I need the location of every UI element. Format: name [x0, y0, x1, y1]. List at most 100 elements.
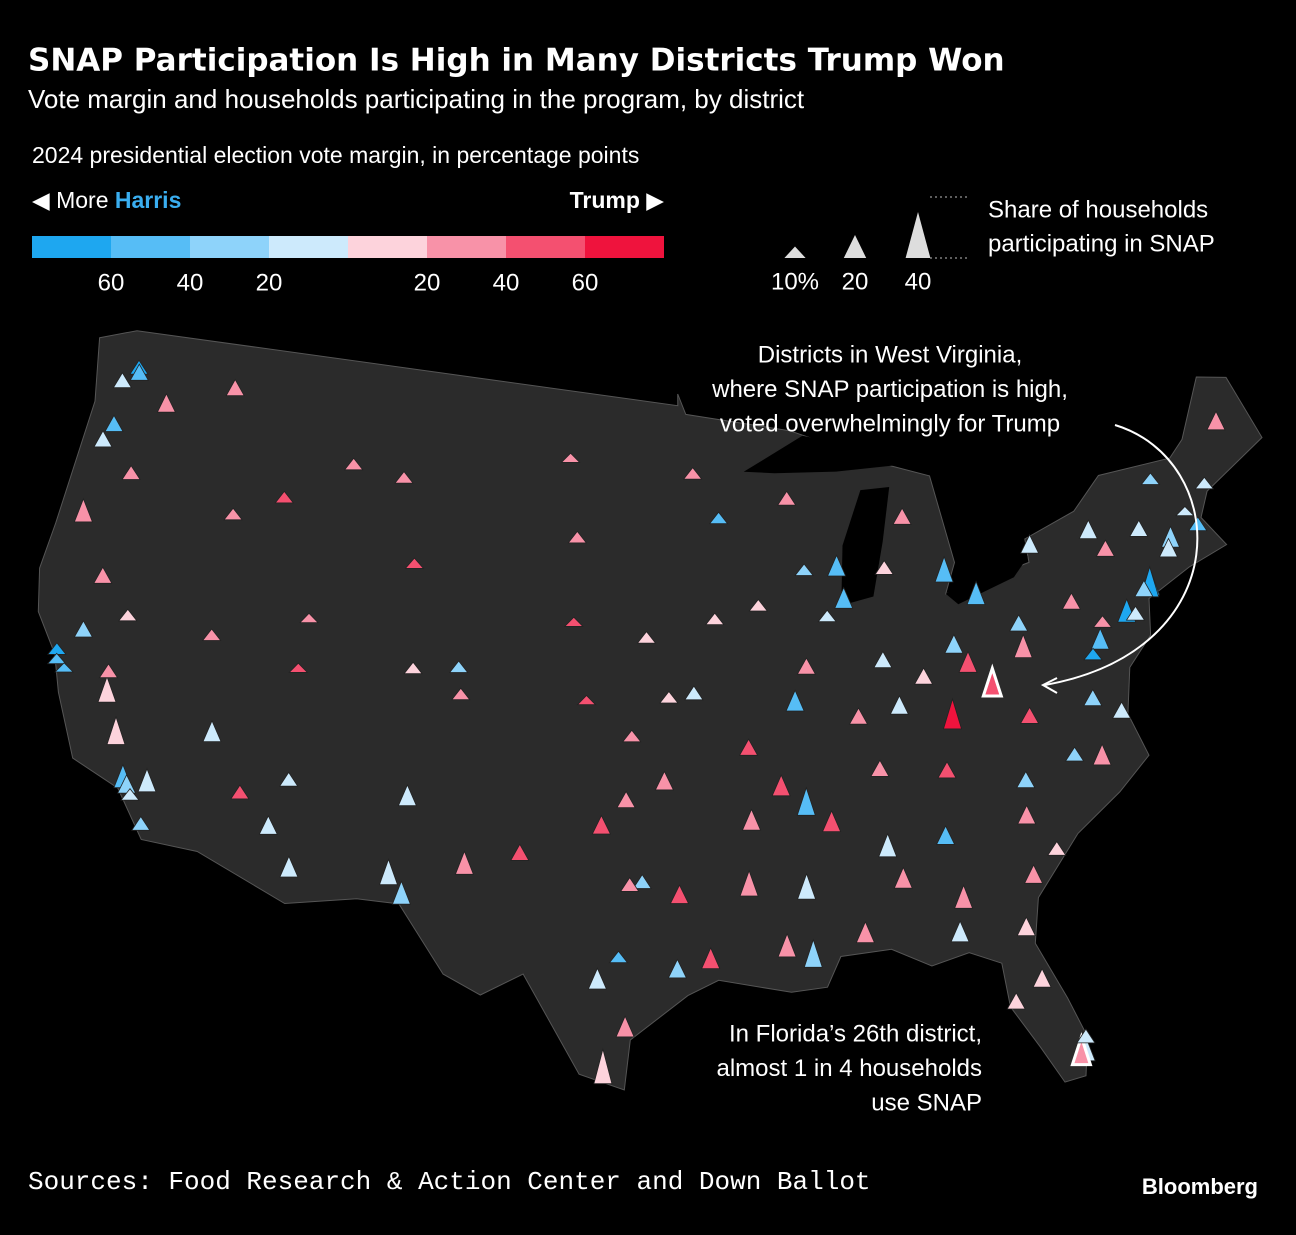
- district-triangle: [937, 760, 957, 779]
- district-triangle: [93, 566, 113, 584]
- district-triangle: [1083, 688, 1103, 707]
- legends: 60 40 20 20 40 60 10% 20 40 Share of households pa…: [32, 196, 1215, 296]
- district-triangle: [97, 675, 117, 703]
- color-legend-title: 2024 presidential election vote margin, …: [32, 142, 639, 168]
- district-triangle: [1134, 579, 1154, 597]
- district-triangle: [378, 858, 399, 886]
- district-triangle: [223, 507, 243, 521]
- district-triangle: [889, 694, 910, 715]
- district-triangle: [591, 814, 612, 835]
- district-triangle: [1016, 916, 1036, 936]
- district-triangle: [1092, 615, 1113, 628]
- district-triangle: [738, 738, 759, 756]
- color-legend-swatch: [585, 236, 664, 258]
- district-triangle: [1017, 804, 1037, 825]
- district-triangle: [202, 719, 222, 742]
- annotation: use SNAP: [871, 1089, 982, 1116]
- size-legend-title: Share of households: [988, 196, 1208, 223]
- district-triangle: [137, 767, 157, 793]
- color-legend-swatch: [269, 236, 348, 258]
- district-triangle: [608, 950, 629, 964]
- district-triangle: [684, 685, 704, 701]
- district-triangle: [892, 507, 912, 525]
- district-triangle: [701, 946, 721, 969]
- district-triangle: [1076, 1028, 1096, 1044]
- district-triangle: [1092, 743, 1112, 766]
- district-triangle: [848, 707, 869, 725]
- size-legend-title: participating in SNAP: [988, 230, 1215, 257]
- district-triangle: [874, 559, 894, 575]
- size-legend-label: 20: [842, 268, 869, 295]
- district-triangle: [796, 786, 816, 816]
- district-triangle: [587, 967, 608, 990]
- district-triangle: [73, 620, 94, 638]
- district-triangle: [741, 808, 762, 831]
- district-triangle: [950, 920, 970, 943]
- district-triangle: [682, 466, 703, 480]
- district-triangle: [404, 557, 425, 569]
- district-triangle: [274, 490, 295, 504]
- district-triangle: [1006, 992, 1026, 1010]
- district-triangle: [954, 884, 974, 909]
- district-triangle: [1016, 770, 1036, 789]
- district-triangle: [794, 563, 814, 576]
- district-triangle: [934, 555, 954, 583]
- annotation-arrowhead: [1040, 677, 1058, 694]
- color-legend-swatch: [348, 236, 427, 258]
- district-triangle: [576, 694, 597, 706]
- district-triangle: [225, 378, 245, 397]
- district-triangle: [112, 372, 133, 389]
- color-legend-swatch: [32, 236, 111, 258]
- district-triangle: [873, 650, 893, 669]
- district-triangle: [1078, 519, 1098, 539]
- size-legend-triangle: [843, 235, 867, 258]
- district-triangle: [1009, 614, 1029, 632]
- district-triangle: [560, 452, 581, 463]
- district-triangle: [1194, 476, 1215, 490]
- district-triangle: [156, 392, 177, 413]
- district-triangle: [106, 715, 126, 745]
- district-triangle: [739, 869, 759, 897]
- district-triangle: [279, 855, 299, 878]
- district-triangle: [448, 660, 469, 673]
- district-triangle: [935, 825, 956, 845]
- district-triangle: [258, 814, 278, 835]
- district-triangle: [1064, 746, 1085, 762]
- district-triangle: [771, 774, 791, 797]
- chart-title: SNAP Participation Is High in Many Distr…: [28, 43, 1005, 79]
- district-triangle: [1019, 706, 1040, 724]
- district-triangle: [397, 783, 418, 807]
- district-triangle: [981, 663, 1004, 698]
- source: Sources: Food Research & Action Center a…: [28, 1167, 871, 1197]
- district-triangle: [797, 872, 817, 900]
- district-triangle: [667, 958, 688, 979]
- chart-subtitle: Vote margin and households participating…: [28, 84, 805, 114]
- district-triangle: [942, 697, 963, 730]
- color-legend-tick-label: 40: [177, 269, 204, 296]
- lake: [743, 435, 895, 474]
- district-triangle: [131, 815, 151, 831]
- district-triangle: [708, 511, 729, 525]
- district-triangle: [93, 429, 113, 448]
- district-triangle: [966, 580, 986, 605]
- district-triangle: [403, 661, 423, 675]
- color-legend-tick-label: 60: [572, 269, 599, 296]
- size-legend-triangle: [784, 246, 806, 258]
- annotation: where SNAP participation is high,: [711, 376, 1068, 403]
- size-legend-label: 40: [905, 268, 932, 295]
- district-triangle: [944, 633, 964, 654]
- district-triangle: [343, 457, 364, 471]
- annotation: voted overwhelmingly for Trump: [720, 410, 1060, 437]
- district-triangle: [299, 612, 319, 623]
- district-triangle: [1023, 863, 1044, 884]
- district-triangle: [394, 470, 414, 484]
- district-triangle: [669, 884, 690, 904]
- district-triangle: [1090, 627, 1110, 650]
- district-triangle: [567, 530, 588, 544]
- district-triangle: [826, 554, 847, 577]
- color-legend-tick-label: 20: [414, 269, 441, 296]
- color-legend-tick-label: 60: [98, 269, 125, 296]
- district-triangle: [958, 650, 978, 673]
- district-triangle: [117, 608, 138, 622]
